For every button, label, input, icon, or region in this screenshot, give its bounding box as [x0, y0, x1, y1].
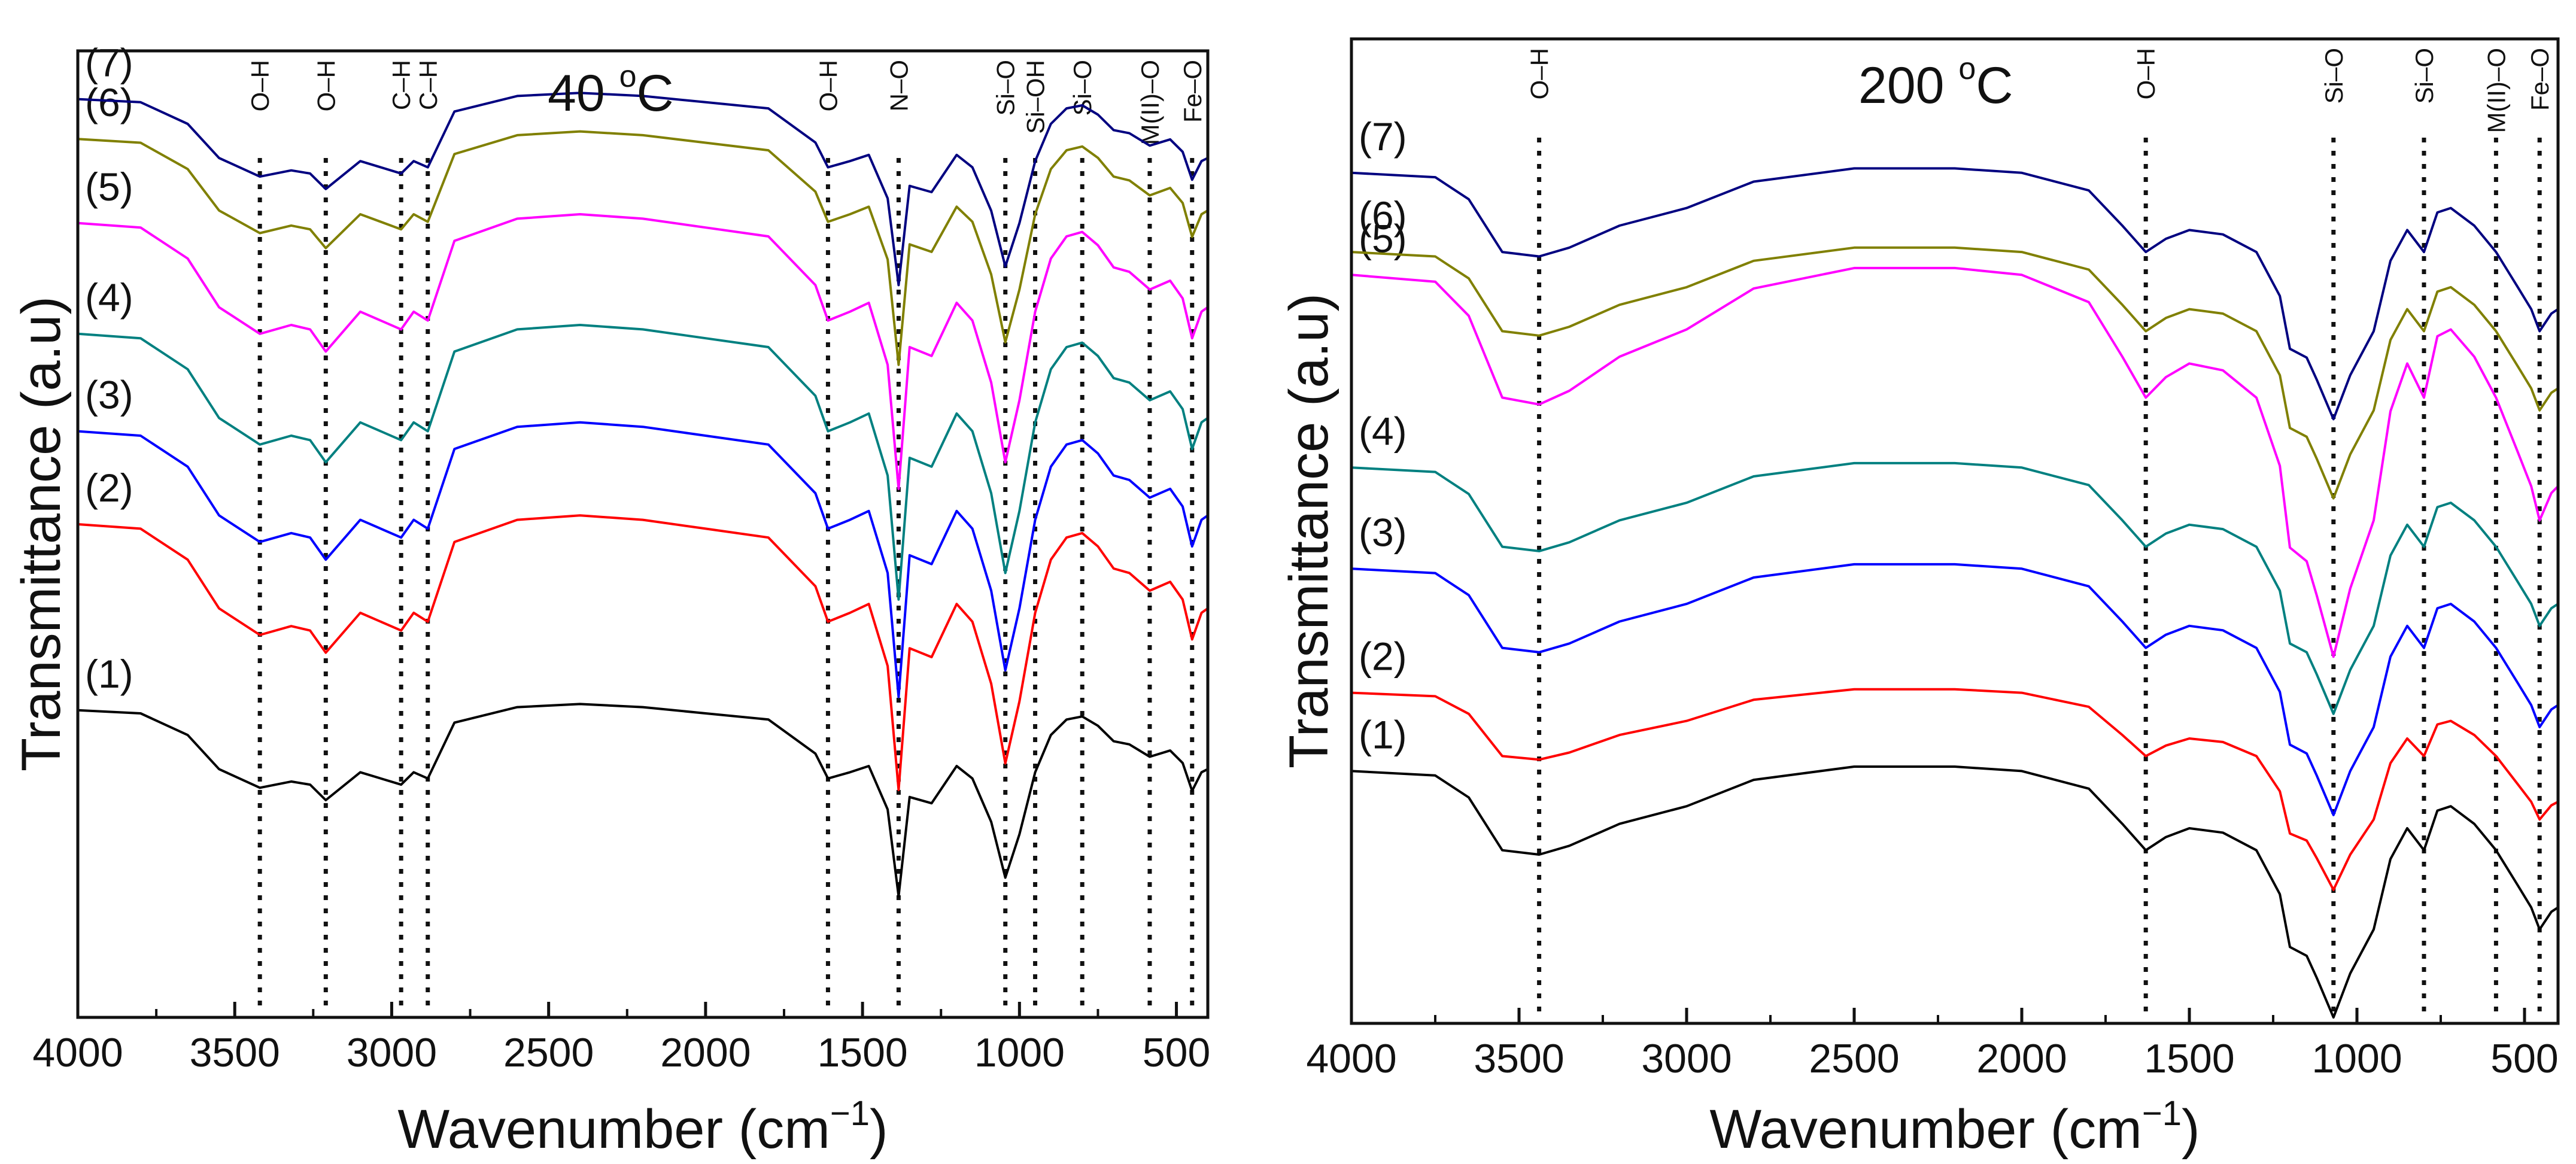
x-tick-label: 3000	[1641, 1036, 1731, 1081]
plot-frame-40c	[76, 49, 1210, 1019]
peak-label: Si–O	[2410, 48, 2438, 104]
spectrum-7	[77, 92, 1208, 287]
peak-label: O–H	[1526, 48, 1554, 99]
spectrum-1	[77, 703, 1208, 898]
x-axis-title-text: Wavenumber (cm	[1709, 1099, 2142, 1160]
x-axis-title-sup: −1	[2142, 1094, 2182, 1133]
x-tick-label: 1000	[974, 1030, 1065, 1075]
x-tick-label: 4000	[32, 1030, 123, 1075]
peak-label: M(II)–O	[1136, 60, 1164, 145]
spectrum-5	[77, 213, 1209, 490]
x-axis-title-close: )	[2182, 1099, 2200, 1160]
y-axis-title-200c: Transmittance (a.u)	[1278, 293, 1339, 768]
panel-title-degree: o	[1958, 51, 1976, 86]
panel-title-unit: C	[1976, 57, 2013, 114]
peak-label: N–O	[885, 60, 913, 111]
x-tick-label: 3500	[1474, 1036, 1564, 1081]
spectrum-4	[1351, 461, 2559, 715]
x-tick-label: 2500	[1809, 1036, 1899, 1081]
panel-title-200c: 200 oC	[1858, 51, 2013, 114]
curve-label-3: (3)	[1359, 510, 1407, 554]
curve-label-4: (4)	[1359, 409, 1407, 453]
x-tick-label: 1000	[2311, 1036, 2402, 1081]
peak-label: O–H	[246, 60, 274, 111]
spectrum-1	[1351, 765, 2559, 1019]
plot-area-200c: 4000 3500 3000 2500 2000 1500 1000 500 O–H O–H Si–…	[1306, 48, 2559, 1081]
x-tick-label: 500	[2490, 1036, 2558, 1081]
x-axis-title-200c: Wavenumber (cm−1)	[1709, 1094, 2200, 1160]
curve-label-6: (6)	[1359, 193, 1407, 238]
x-tick-label: 2000	[660, 1030, 751, 1075]
curve-label-7: (7)	[85, 41, 133, 85]
spectrum-2	[1351, 688, 2559, 891]
panel-title-degree: o	[619, 59, 637, 94]
plot-frame-200c	[1350, 37, 2560, 1025]
peak-label: Si–OH	[1022, 60, 1050, 134]
x-tick-label: 2500	[503, 1030, 594, 1075]
peak-label: Si–O	[2320, 48, 2348, 104]
spectrum-5	[1351, 266, 2559, 658]
plot-area-40c: 4000 3500 3000 2500 2000 1500 1000 500 O–H O–H C–H…	[32, 41, 1210, 1075]
peak-label: Fe–O	[1178, 60, 1207, 123]
x-tick-label: 3500	[190, 1030, 280, 1075]
curve-label-7: (7)	[1359, 114, 1407, 159]
panel-40c: 4000 3500 3000 2500 2000 1500 1000 500 O–H O–H C–H…	[11, 41, 1210, 1160]
curve-label-2: (2)	[1359, 634, 1407, 679]
panel-title-40c: 40 oC	[548, 59, 674, 122]
panel-title-base: 40	[548, 65, 619, 122]
x-tick-label: 1500	[2144, 1036, 2234, 1081]
peak-label: O–H	[814, 60, 842, 111]
y-axis-title-40c: Transmittance (a.u)	[11, 296, 72, 771]
spectrum-7	[1351, 167, 2559, 421]
peak-label: C–H	[414, 60, 442, 110]
peak-label: O–H	[312, 60, 340, 111]
peak-label: M(II)–O	[2482, 48, 2510, 133]
curve-label-1: (1)	[1359, 712, 1407, 756]
panel-title-base: 200	[1858, 57, 1958, 114]
curve-label-5: (5)	[85, 165, 133, 209]
peak-label: C–H	[387, 60, 415, 110]
curve-label-1: (1)	[85, 652, 133, 696]
x-axis-title-close: )	[870, 1099, 888, 1160]
peak-label: Fe–O	[2526, 48, 2554, 111]
x-tick-label: 500	[1143, 1030, 1210, 1075]
peak-label: O–H	[2132, 48, 2160, 99]
spectrum-6	[77, 130, 1209, 366]
curve-label-3: (3)	[85, 373, 133, 417]
spectrum-2	[77, 514, 1209, 791]
x-axis-title-text: Wavenumber (cm	[397, 1099, 830, 1160]
peak-label: Si–O	[992, 60, 1020, 116]
curve-label-4: (4)	[85, 275, 133, 320]
x-tick-label: 3000	[347, 1030, 437, 1075]
x-tick-label: 1500	[817, 1030, 907, 1075]
x-axis-title-40c: Wavenumber (cm−1)	[397, 1094, 888, 1160]
panel-200c: 4000 3500 3000 2500 2000 1500 1000 500 O–H O–H Si–…	[1278, 37, 2560, 1160]
spectrum-3	[77, 421, 1209, 698]
spectrum-3	[1351, 563, 2559, 816]
spectrum-4	[77, 324, 1209, 601]
spectrum-6	[1351, 246, 2559, 500]
panel-title-unit: C	[636, 65, 673, 122]
curve-label-2: (2)	[85, 466, 133, 510]
x-tick-label: 4000	[1306, 1036, 1396, 1081]
x-axis-title-sup: −1	[830, 1094, 870, 1133]
x-tick-label: 2000	[1976, 1036, 2067, 1081]
